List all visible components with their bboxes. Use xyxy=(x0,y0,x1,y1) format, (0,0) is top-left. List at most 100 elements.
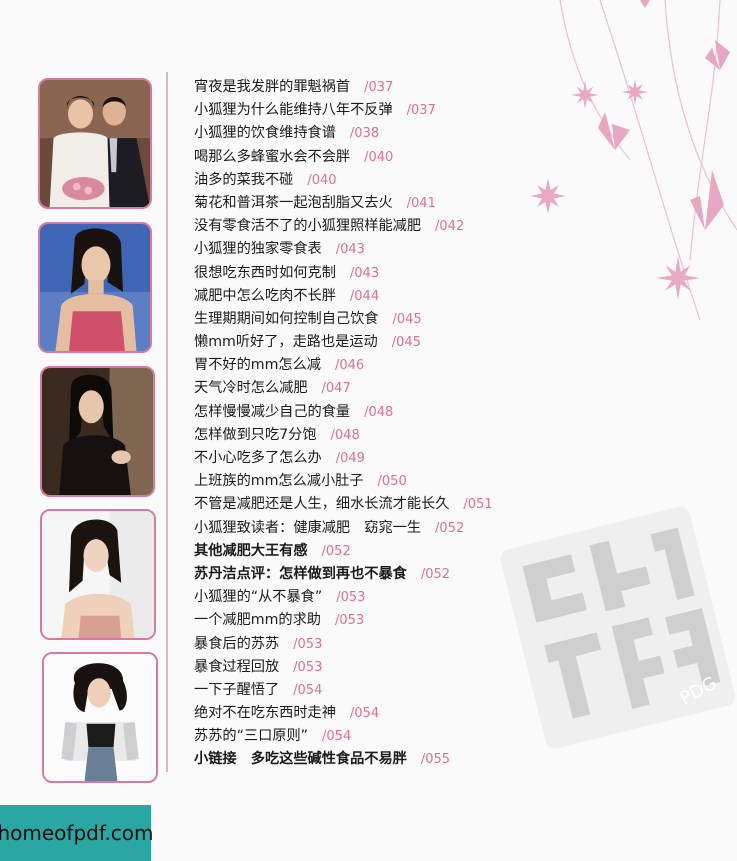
wedding-photo xyxy=(38,78,152,209)
toc-entry[interactable]: 菊花和普洱茶一起泡刮脂又去火/041 xyxy=(194,192,664,215)
toc-entry-page: /043 xyxy=(349,265,380,281)
toc-entry-title: 懒mm听好了，走路也是运动 xyxy=(194,334,378,351)
toc-entry[interactable]: 其他减肥大王有感/052 xyxy=(194,540,664,563)
toc-entry-page: /054 xyxy=(322,729,352,745)
toc-entry-page: /037 xyxy=(406,103,436,119)
toc-entry-title: 小狐狸的独家零食表 xyxy=(194,241,322,258)
toc-entry-title: 喝那么多蜂蜜水会不会胖 xyxy=(194,148,351,165)
toc-entry-title: 油多的菜我不碰 xyxy=(194,171,294,188)
portrait-photo-4 xyxy=(40,509,156,640)
toc-entry-page: /053 xyxy=(293,659,323,675)
toc-entry-title: 绝对不在吃东西时走神 xyxy=(194,705,336,722)
toc-entry[interactable]: 小狐狸为什么能维持八年不反弹/037 xyxy=(194,99,664,122)
toc-entry-page: /045 xyxy=(391,335,421,351)
photo-column xyxy=(0,0,170,861)
toc-entry-title: 小狐狸的“从不暴食” xyxy=(194,589,323,606)
toc-entry[interactable]: 喝那么多蜂蜜水会不会胖/040 xyxy=(194,146,664,169)
toc-entry[interactable]: 没有零食活不了的小狐狸照样能减肥/042 xyxy=(194,215,664,238)
site-watermark: homeofpdf.com xyxy=(0,805,154,861)
vertical-divider xyxy=(166,72,168,772)
toc-entry-page: /052 xyxy=(321,543,351,559)
toc-entry[interactable]: 不管是减肥还是人生，细水长流才能长久/051 xyxy=(194,493,664,516)
toc-entry-page: /053 xyxy=(293,636,323,652)
toc-entry[interactable]: 天气冷时怎么减肥/047 xyxy=(194,377,664,400)
toc-entry[interactable]: 油多的菜我不碰/040 xyxy=(194,169,664,192)
toc-entry-title: 减肥中怎么吃肉不长胖 xyxy=(194,287,336,304)
toc-entry[interactable]: 胃不好的mm怎么减/046 xyxy=(194,354,664,377)
toc-entry-page: /040 xyxy=(307,172,337,188)
toc-entry[interactable]: 宵夜是我发胖的罪魁祸首/037 xyxy=(194,76,664,99)
toc-entry[interactable]: 绝对不在吃东西时走神/054 xyxy=(194,702,664,725)
toc-entry-page: /052 xyxy=(420,566,451,582)
toc-entry-title: 宵夜是我发胖的罪魁祸首 xyxy=(194,79,351,95)
toc-entry-page: /046 xyxy=(334,358,365,374)
toc-entry-title: 其他减肥大王有感 xyxy=(194,542,308,559)
toc-entry-page: /047 xyxy=(321,381,351,397)
toc-entry-page: /053 xyxy=(336,590,366,606)
toc-entry-page: /045 xyxy=(392,311,422,327)
toc-entry-title: 不管是减肥还是人生，细水长流才能长久 xyxy=(194,496,450,513)
toc-entry-title: 一个减肥mm的求助 xyxy=(194,612,321,629)
toc-entry-title: 苏苏的“三口原则” xyxy=(194,728,309,745)
toc-entry-page: /054 xyxy=(293,682,323,698)
toc-entry-page: /052 xyxy=(435,520,465,536)
toc-entry-title: 上班族的mm怎么减小肚子 xyxy=(194,473,364,490)
toc-entry[interactable]: 苏苏的“三口原则” /054 xyxy=(194,725,664,748)
toc-entry-page: /050 xyxy=(377,474,407,490)
toc-entry[interactable]: 不小心吃多了怎么办/049 xyxy=(194,447,664,470)
toc-entry[interactable]: 很想吃东西时如何克制/043 xyxy=(194,262,664,285)
toc-entry-title: 小链接 多吃这些碱性食品不易胖 xyxy=(194,751,407,768)
toc-entry[interactable]: 小狐狸的饮食维持食谱/038 xyxy=(194,122,664,145)
toc-entry-title: 小狐狸致读者：健康减肥 窈窕一生 xyxy=(194,519,422,536)
toc-entry[interactable]: 一个减肥mm的求助/053 xyxy=(194,609,664,632)
toc-entry-title: 不小心吃多了怎么办 xyxy=(194,450,322,466)
toc-entry[interactable]: 小狐狸的独家零食表/043 xyxy=(194,238,664,261)
toc-entry-title: 一下子醒悟了 xyxy=(194,681,280,698)
toc-entry-title: 小狐狸的饮食维持食谱 xyxy=(194,125,336,142)
toc-entry-page: /048 xyxy=(330,427,360,443)
portrait-photo-5 xyxy=(42,652,158,783)
toc-entry[interactable]: 小狐狸的“从不暴食” /053 xyxy=(194,586,664,609)
toc-entry[interactable]: 生理期期间如何控制自己饮食/045 xyxy=(194,308,664,331)
toc-entry[interactable]: 懒mm听好了，走路也是运动/045 xyxy=(194,331,664,354)
toc-entry-page: /042 xyxy=(435,219,465,235)
toc-entry[interactable]: 暴食后的苏苏/053 xyxy=(194,633,664,656)
toc-entry[interactable]: 小狐狸致读者：健康减肥 窈窕一生/052 xyxy=(194,517,664,540)
toc-entry-title: 生理期期间如何控制自己饮食 xyxy=(194,310,379,327)
toc-entry-title: 很想吃东西时如何克制 xyxy=(194,264,336,281)
toc-entry-page: /048 xyxy=(364,404,394,420)
table-of-contents: 宵夜是我发胖的罪魁祸首/037 小狐狸为什么能维持八年不反弹/037 小狐狸的饮食维… xyxy=(194,76,664,772)
toc-entry[interactable]: 一下子醒悟了/054 xyxy=(194,679,664,702)
toc-entry-page: /038 xyxy=(349,126,380,142)
toc-entry-title: 小狐狸为什么能维持八年不反弹 xyxy=(194,102,393,119)
toc-entry-title: 菊花和普洱茶一起泡刮脂又去火 xyxy=(194,194,393,211)
toc-entry-title: 没有零食活不了的小狐狸照样能减肥 xyxy=(194,218,422,235)
toc-entry-page: /054 xyxy=(349,706,380,722)
toc-entry[interactable]: 怎样慢慢减少自己的食量/048 xyxy=(194,401,664,424)
toc-entry-title: 暴食过程回放 xyxy=(194,658,280,675)
toc-entry[interactable]: 减肥中怎么吃肉不长胖/044 xyxy=(194,285,664,308)
toc-entry[interactable]: 上班族的mm怎么减小肚子/050 xyxy=(194,470,664,493)
toc-entry[interactable]: 暴食过程回放/053 xyxy=(194,656,664,679)
toc-entry-page: /044 xyxy=(349,288,380,304)
toc-entry-title: 暴食后的苏苏 xyxy=(194,635,280,652)
toc-entry-page: /040 xyxy=(364,149,394,165)
toc-entry-page: /053 xyxy=(334,613,365,629)
portrait-photo-2 xyxy=(38,222,152,353)
toc-entry-title: 怎样做到只吃7分饱 xyxy=(194,426,317,443)
portrait-photo-3 xyxy=(40,366,155,497)
toc-entry-title: 苏丹洁点评：怎样做到再也不暴食 xyxy=(194,565,407,582)
seal-stamp: PDG xyxy=(500,506,735,749)
toc-entry-page: /055 xyxy=(420,752,451,768)
toc-entry-page: /043 xyxy=(335,242,365,258)
toc-entry-title: 怎样慢慢减少自己的食量 xyxy=(194,403,351,420)
toc-entry[interactable]: 怎样做到只吃7分饱/048 xyxy=(194,424,664,447)
toc-entry[interactable]: 小链接 多吃这些碱性食品不易胖/055 xyxy=(194,748,664,771)
toc-entry-page: /051 xyxy=(463,497,493,513)
toc-entry-page: /049 xyxy=(335,451,365,466)
toc-entry-title: 胃不好的mm怎么减 xyxy=(194,357,321,374)
toc-entry[interactable]: 苏丹洁点评：怎样做到再也不暴食/052 xyxy=(194,563,664,586)
toc-entry-title: 天气冷时怎么减肥 xyxy=(194,380,308,397)
toc-entry-page: /041 xyxy=(406,195,436,211)
